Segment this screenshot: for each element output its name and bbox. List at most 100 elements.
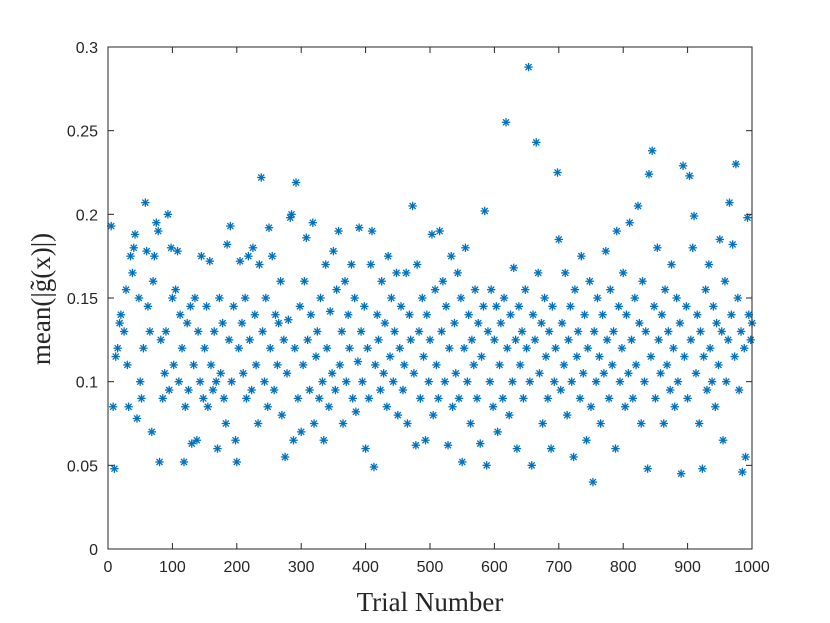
data-point xyxy=(358,377,367,386)
data-point xyxy=(667,260,676,269)
data-point xyxy=(108,402,118,411)
data-point xyxy=(424,377,433,386)
data-point xyxy=(269,385,279,395)
x-axis-ticks: 0 100 200 300 400 500 600 700 800 900 1000 xyxy=(104,47,770,576)
data-point xyxy=(689,211,699,221)
data-point xyxy=(561,268,570,278)
data-point xyxy=(411,441,421,450)
data-point xyxy=(319,436,328,445)
data-point xyxy=(528,310,538,319)
x-tick-label: 500 xyxy=(417,559,444,576)
data-point xyxy=(517,327,527,336)
data-point xyxy=(184,385,193,395)
data-point xyxy=(691,369,701,378)
data-point xyxy=(656,369,665,378)
data-point xyxy=(179,457,189,467)
data-point xyxy=(590,327,599,336)
data-point xyxy=(479,302,488,311)
data-point xyxy=(136,377,145,386)
data-point xyxy=(501,118,511,127)
data-point xyxy=(395,344,404,353)
data-point xyxy=(164,385,174,395)
data-point xyxy=(107,221,116,231)
data-point xyxy=(422,310,431,319)
data-point xyxy=(329,246,338,256)
data-point xyxy=(586,402,596,411)
data-point xyxy=(480,206,489,216)
data-point xyxy=(640,377,649,386)
data-point xyxy=(540,293,549,303)
plot-axes xyxy=(107,46,753,550)
data-point xyxy=(553,168,562,177)
data-point xyxy=(746,335,755,345)
data-point xyxy=(630,293,639,303)
data-point xyxy=(344,310,353,319)
data-point xyxy=(321,260,330,269)
y-tick-label: 0.25 xyxy=(67,124,98,141)
data-point xyxy=(222,240,232,249)
data-point xyxy=(727,310,736,319)
data-point xyxy=(506,310,515,319)
data-point xyxy=(161,327,171,336)
data-point xyxy=(239,369,248,378)
data-point xyxy=(548,302,557,311)
data-point xyxy=(430,285,440,294)
data-point xyxy=(218,318,227,328)
data-point xyxy=(334,226,343,236)
data-point xyxy=(183,318,192,328)
data-point xyxy=(566,302,575,311)
data-point xyxy=(435,226,444,236)
x-tick-label: 0 xyxy=(104,559,113,576)
data-point xyxy=(717,327,726,336)
data-point xyxy=(611,444,620,453)
data-point xyxy=(593,293,602,303)
data-point xyxy=(186,302,195,311)
data-point xyxy=(612,226,621,236)
data-point xyxy=(369,462,379,472)
data-point xyxy=(400,360,409,370)
data-point xyxy=(467,335,477,345)
data-point xyxy=(350,293,359,303)
data-point xyxy=(530,335,540,345)
data-point xyxy=(683,394,692,403)
x-tick-label: 1000 xyxy=(734,559,770,576)
data-point xyxy=(376,385,385,395)
data-point xyxy=(298,360,308,370)
data-point xyxy=(657,310,667,319)
data-point xyxy=(248,243,258,252)
data-point xyxy=(383,251,393,261)
data-point xyxy=(705,344,715,353)
data-point xyxy=(300,277,309,286)
data-point xyxy=(418,293,427,303)
data-point xyxy=(398,385,408,395)
data-point xyxy=(143,302,153,311)
data-point xyxy=(163,210,173,219)
data-point xyxy=(227,377,236,386)
data-point xyxy=(527,461,536,470)
data-point xyxy=(364,394,374,403)
data-point xyxy=(559,360,569,370)
data-point xyxy=(290,344,299,353)
y-tick-label: 0.15 xyxy=(67,291,98,308)
data-point xyxy=(193,327,203,336)
data-point xyxy=(686,335,696,345)
data-point xyxy=(261,293,270,303)
data-point xyxy=(627,335,636,345)
data-point xyxy=(202,302,211,311)
data-point xyxy=(206,360,216,370)
data-point xyxy=(514,302,524,311)
data-point xyxy=(654,335,663,345)
data-point xyxy=(696,327,705,336)
data-point xyxy=(316,293,325,303)
data-point xyxy=(595,352,604,361)
data-point xyxy=(490,335,499,345)
data-point xyxy=(401,268,411,278)
data-point xyxy=(456,293,466,303)
data-point xyxy=(257,173,266,182)
data-point xyxy=(279,335,289,345)
data-point xyxy=(280,452,290,462)
data-point xyxy=(216,369,225,378)
data-point xyxy=(637,419,646,428)
data-point xyxy=(451,369,460,378)
